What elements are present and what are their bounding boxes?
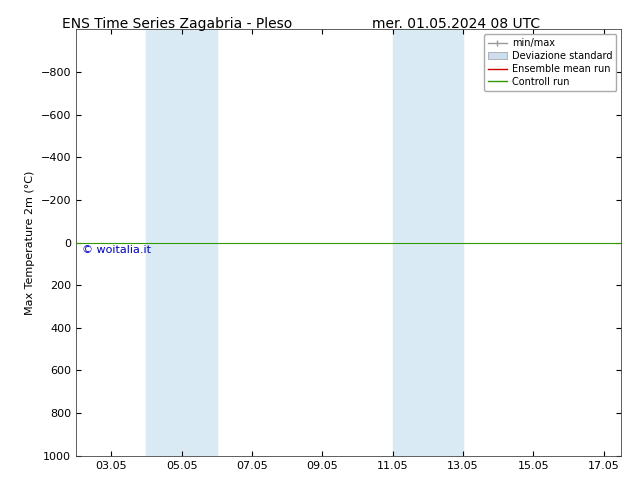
Bar: [146, 29, 217, 456]
Legend: min/max, Deviazione standard, Ensemble mean run, Controll run: min/max, Deviazione standard, Ensemble m…: [484, 34, 616, 91]
Text: © woitalia.it: © woitalia.it: [82, 245, 150, 255]
Text: mer. 01.05.2024 08 UTC: mer. 01.05.2024 08 UTC: [372, 17, 541, 31]
Text: ENS Time Series Zagabria - Pleso: ENS Time Series Zagabria - Pleso: [62, 17, 293, 31]
Bar: [392, 29, 463, 456]
Y-axis label: Max Temperature 2m (°C): Max Temperature 2m (°C): [25, 171, 35, 315]
